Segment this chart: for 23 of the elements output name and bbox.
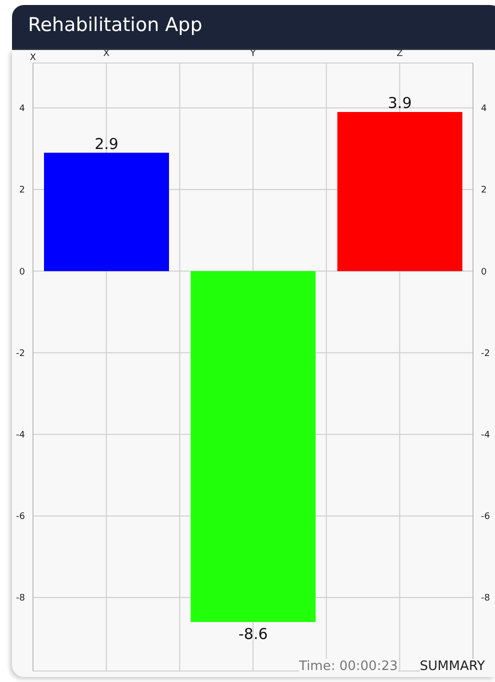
y2-tick-label: -2	[481, 348, 490, 359]
data-label: -8.6	[238, 625, 268, 644]
y-tick-label: 4	[19, 104, 26, 114]
y-tick-label: -4	[16, 430, 26, 441]
y2-tick-label: 2	[481, 186, 487, 196]
y2-tick-label: -6	[481, 512, 490, 522]
y2-tick-label: 4	[481, 104, 487, 114]
y2-tick-label: -4	[481, 430, 490, 441]
y-tick-label: -6	[16, 512, 26, 522]
annotation: SUMMARY	[420, 659, 485, 674]
bar	[190, 271, 316, 622]
y2-tick-label: -8	[481, 594, 490, 604]
data-label: 3.9	[388, 94, 412, 112]
bar	[44, 152, 169, 272]
annotation: Time: 00:00:23	[299, 659, 398, 674]
y-tick-label: -8	[16, 594, 26, 604]
y2-tick-label: 0	[481, 267, 487, 278]
data-label: 2.9	[94, 134, 118, 153]
chart-title: Rehabilitation App	[28, 14, 202, 36]
y-tick-label: 0	[19, 267, 26, 278]
y-tick-label: 2	[19, 186, 25, 196]
bar	[337, 112, 462, 272]
y-tick-label: -2	[16, 348, 25, 359]
